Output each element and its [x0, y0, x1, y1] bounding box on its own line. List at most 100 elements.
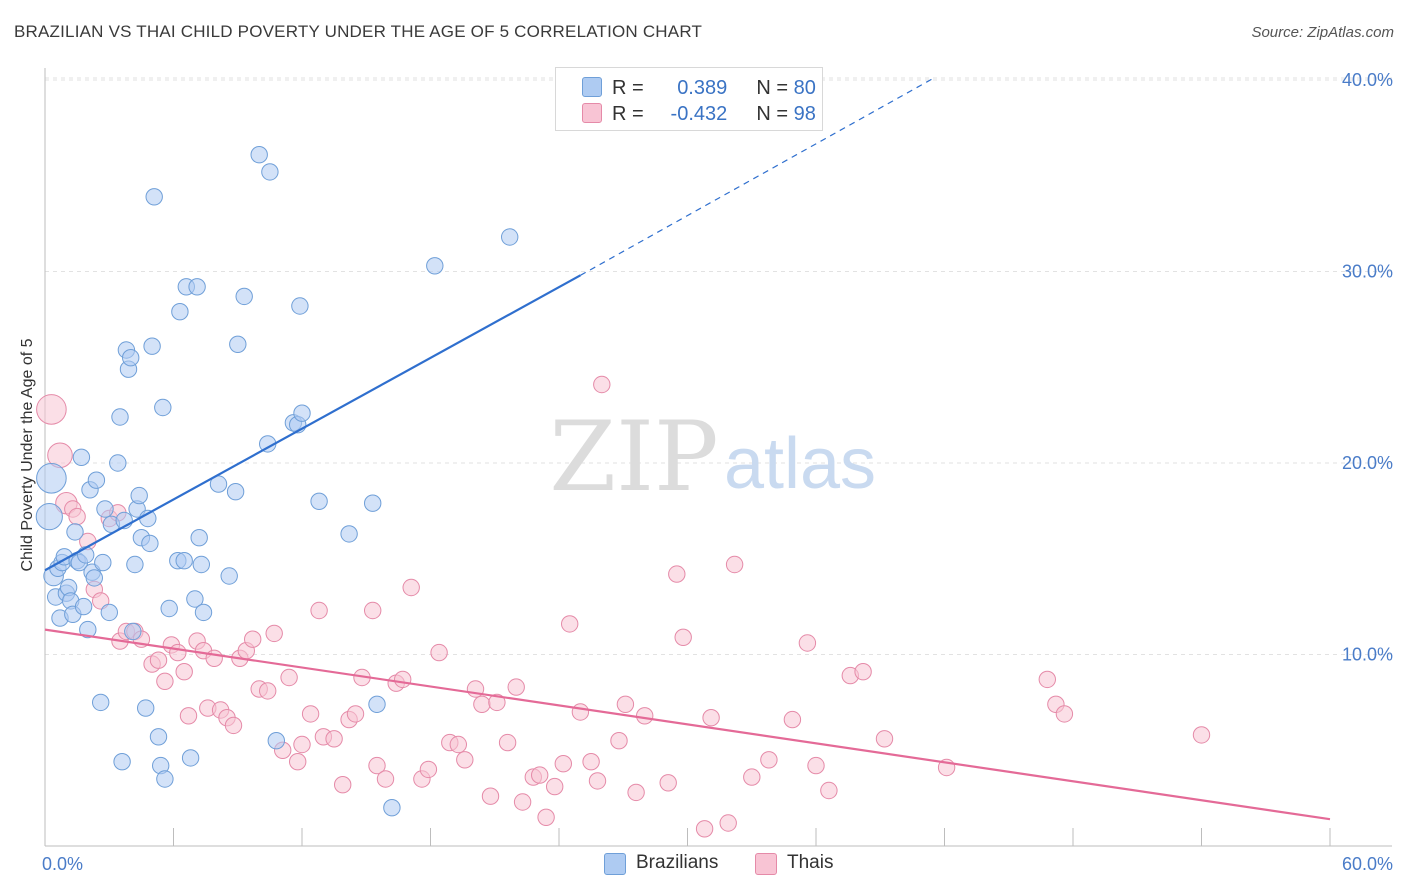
- thais-point: [610, 732, 628, 750]
- brazilians-point: [94, 553, 112, 572]
- thais-point: [537, 808, 555, 826]
- thais-point: [616, 695, 635, 713]
- thais-point: [419, 760, 438, 779]
- thais-point: [449, 735, 467, 754]
- thais-point: [259, 682, 277, 700]
- bottom-legend-swatch-brazilians: [604, 853, 626, 875]
- thais-point: [456, 751, 474, 769]
- watermark-zip: ZIP: [549, 401, 718, 513]
- x-tick-label-min: 0.0%: [42, 854, 83, 874]
- thais-point: [289, 753, 307, 771]
- legend-swatch-brazilians: [582, 77, 602, 97]
- brazilians-point: [340, 525, 358, 543]
- brazilians-point: [92, 693, 110, 712]
- thais-point: [582, 753, 600, 771]
- brazilians-point: [383, 799, 401, 817]
- legend-r-label: R =: [612, 77, 644, 99]
- thais-point: [719, 814, 737, 832]
- brazilians-point: [171, 303, 189, 321]
- brazilians-point: [291, 297, 309, 315]
- trend-lines: [44, 77, 1331, 821]
- brazilians-point: [87, 471, 106, 489]
- brazilians-point: [79, 620, 97, 639]
- brazilians-point: [143, 337, 161, 355]
- thais-point: [68, 507, 86, 526]
- thais-point: [481, 787, 500, 805]
- thais-point: [702, 709, 720, 727]
- thais-point: [760, 751, 778, 769]
- brazilians-point: [235, 287, 253, 306]
- thais-point: [36, 394, 67, 425]
- bottom-legend-label-brazilians: Brazilians: [636, 852, 719, 873]
- brazilians-point: [145, 188, 163, 206]
- thais-point: [1192, 726, 1211, 744]
- y-tick-label: 20.0%: [1342, 453, 1393, 473]
- brazilians-point: [36, 463, 67, 494]
- brazilians-point: [154, 398, 172, 417]
- brazilians-point: [100, 603, 119, 622]
- brazilians-point: [501, 228, 519, 246]
- legend-n-value: 98: [793, 103, 816, 125]
- thais-point: [875, 730, 894, 748]
- brazilians-point: [229, 335, 247, 353]
- y-tick-label: 40.0%: [1342, 70, 1393, 90]
- source-label: Source: ZipAtlas.com: [1251, 24, 1394, 41]
- thais-point: [636, 707, 654, 725]
- thais-point: [531, 766, 549, 784]
- bottom-legend-label-thais: Thais: [787, 852, 834, 873]
- thais-point: [695, 820, 714, 838]
- brazilians-point: [66, 523, 84, 541]
- brazilians-point: [74, 597, 93, 616]
- legend-r-label: R =: [612, 103, 644, 125]
- thais-point: [820, 781, 838, 800]
- thais-point: [513, 793, 532, 811]
- thais-point: [368, 756, 386, 775]
- thais-trend-line: [44, 628, 1331, 821]
- x-tick-label-max: 60.0%: [1342, 854, 1393, 874]
- thais-point: [498, 733, 517, 752]
- thais-point: [546, 777, 564, 796]
- brazilians-point: [77, 546, 95, 564]
- legend-swatch-thais: [582, 103, 602, 123]
- brazilians-point: [141, 534, 159, 553]
- thais-point: [507, 678, 525, 696]
- thais-point: [346, 705, 365, 723]
- axes: [44, 68, 1392, 847]
- brazilians-point: [368, 695, 386, 713]
- brazilians-point: [192, 555, 211, 574]
- thais-point: [430, 643, 448, 662]
- brazilians-point: [226, 483, 245, 501]
- bottom-legend-swatch-thais: [755, 853, 777, 875]
- thais-point: [571, 703, 590, 721]
- brazilians-point: [111, 408, 129, 426]
- thais-point: [149, 651, 168, 669]
- brazilians-point: [72, 448, 91, 466]
- thais-point: [224, 716, 243, 735]
- thais-point: [293, 735, 311, 754]
- brazilians-point: [220, 567, 238, 585]
- y-tick-label: 30.0%: [1342, 262, 1393, 282]
- thais-point: [280, 668, 298, 687]
- thais-point: [205, 649, 223, 667]
- brazilians-point: [175, 552, 193, 570]
- brazilians-point: [310, 492, 328, 510]
- brazilians-point: [137, 699, 155, 717]
- chart-title: BRAZILIAN VS THAI CHILD POVERTY UNDER TH…: [14, 22, 703, 41]
- correlation-legend: R = 0.389 N = 80 R = -0.432 N = 98: [555, 67, 823, 131]
- brazilians-point: [156, 770, 174, 788]
- brazilians-point: [190, 529, 208, 547]
- legend-text-thais: R = -0.432 N = 98: [612, 103, 816, 126]
- thais-point: [310, 601, 328, 620]
- brazilians-point: [113, 753, 131, 771]
- thais-point: [588, 772, 607, 790]
- thais-point: [627, 783, 645, 802]
- brazilians-point: [267, 732, 285, 750]
- tick-labels: 10.0% 20.0% 30.0% 40.0% 0.0% 60.0%: [42, 70, 1393, 874]
- thais-point: [402, 578, 420, 597]
- thais-point: [807, 756, 825, 775]
- brazilians-point: [130, 486, 148, 505]
- thais-point: [783, 710, 802, 729]
- thais-point: [325, 730, 343, 748]
- brazilians-trend-line: [44, 274, 581, 572]
- y-tick-label: 10.0%: [1342, 645, 1393, 665]
